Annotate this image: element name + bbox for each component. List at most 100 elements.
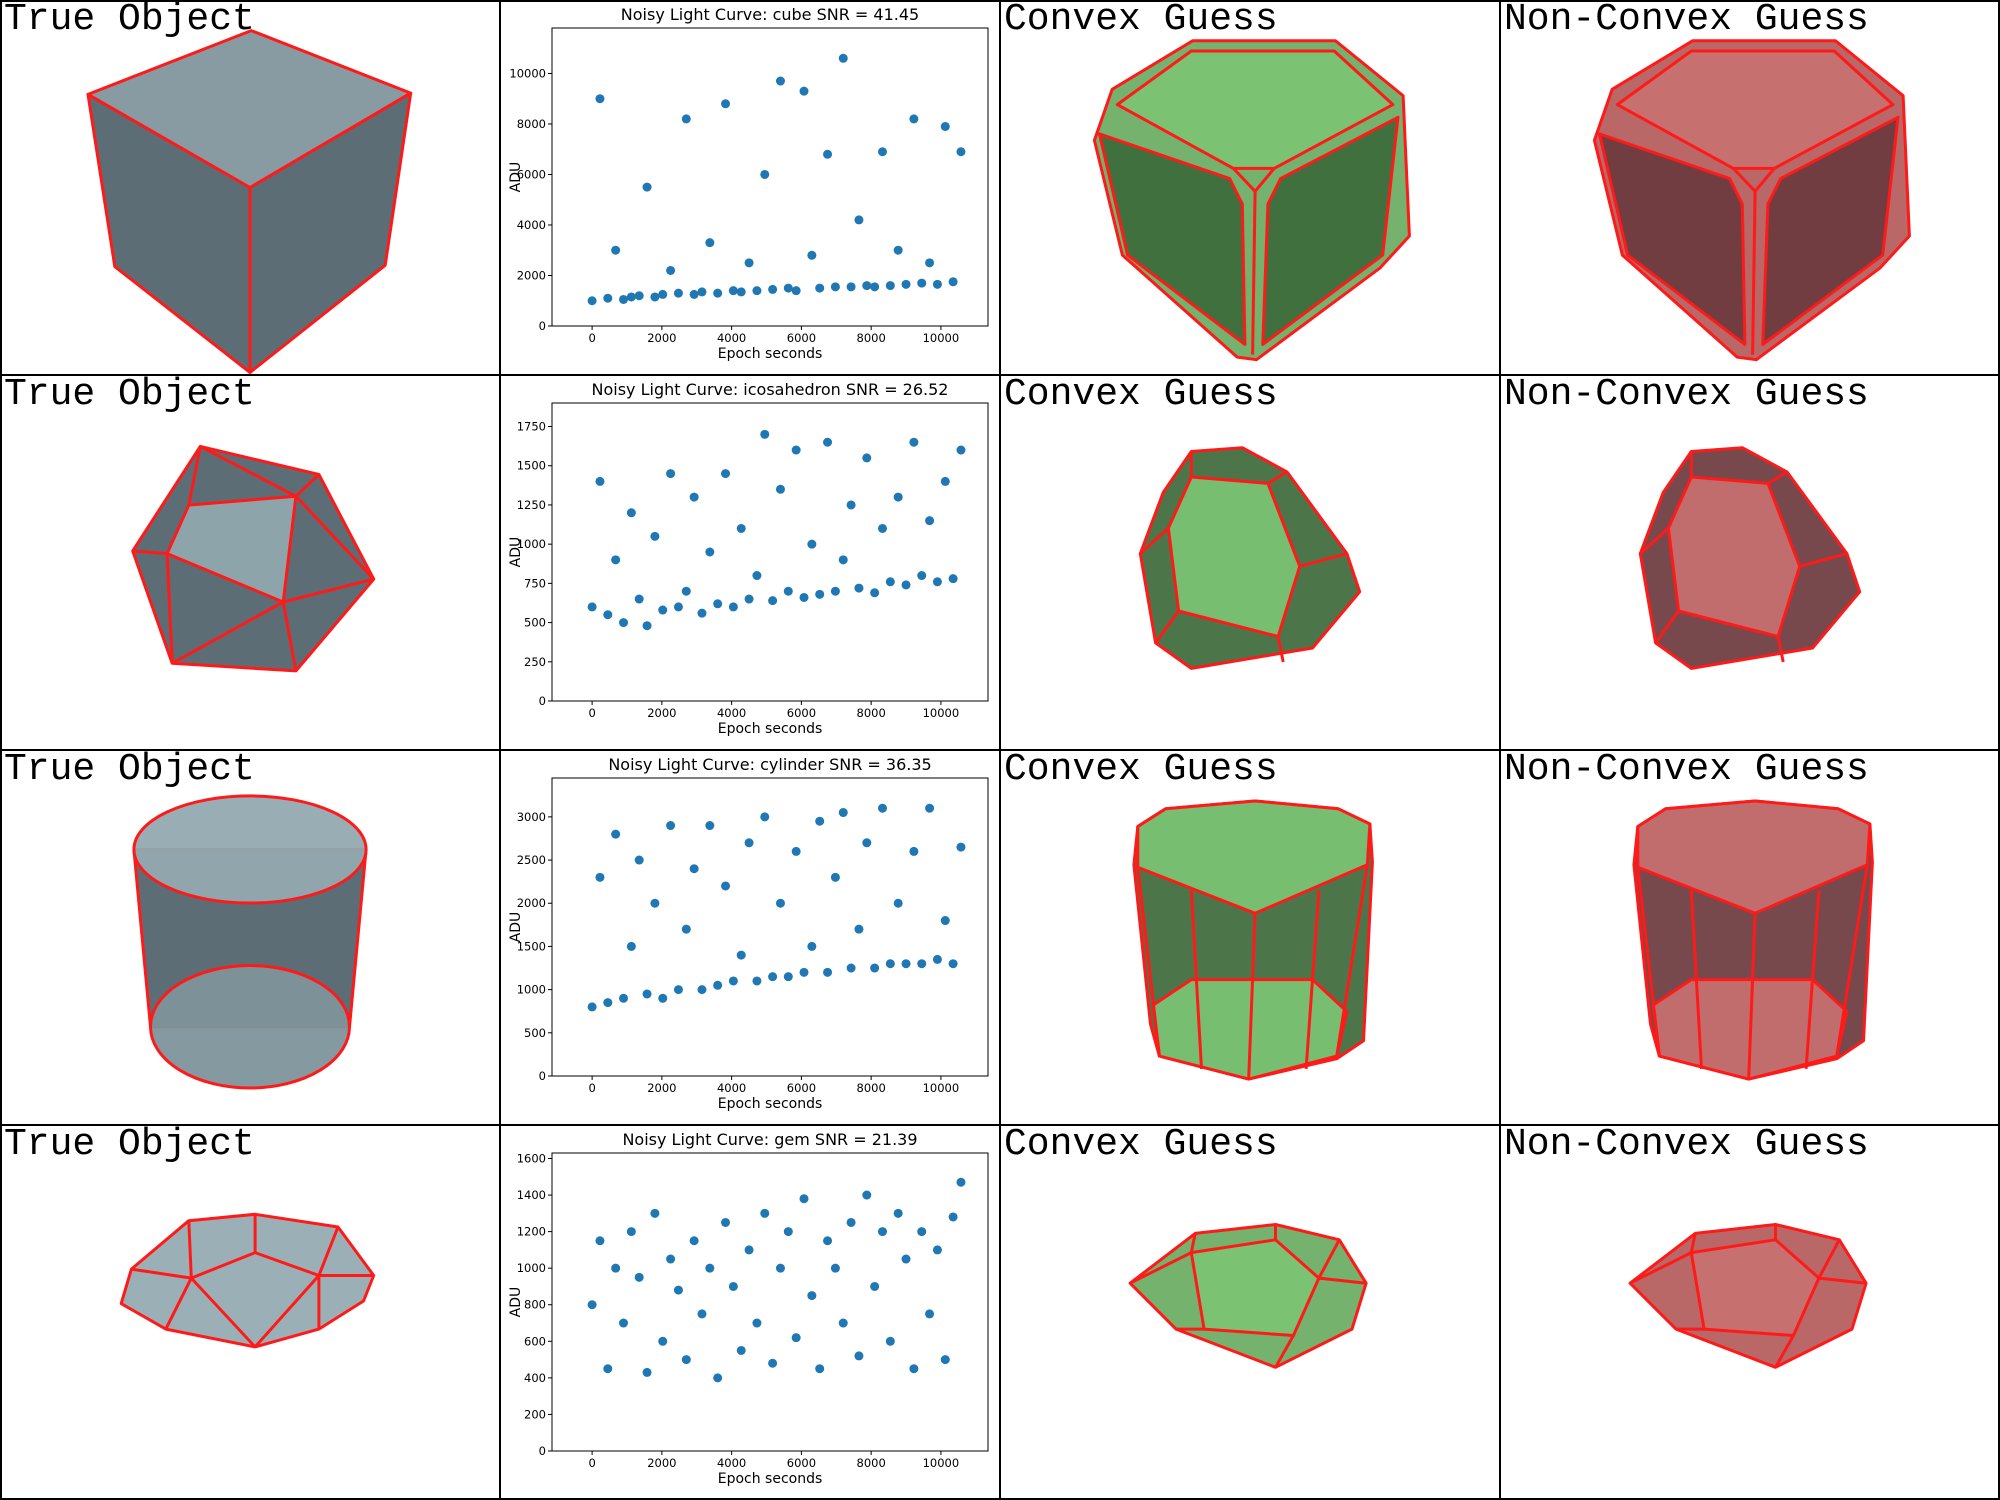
point: [595, 872, 605, 882]
y-tick-label: 1000: [517, 983, 546, 997]
edge: [1251, 191, 1257, 355]
edge: [1774, 1334, 1795, 1369]
edge: [1317, 1239, 1341, 1279]
point: [603, 998, 613, 1008]
x-tick-label: 10000: [923, 1081, 960, 1095]
point: [642, 989, 652, 999]
point: [752, 976, 762, 986]
point: [697, 608, 707, 618]
panel-label: Convex Guess: [1004, 373, 1278, 416]
y-tick-label: 600: [524, 1334, 546, 1348]
x-tick-label: 2000: [647, 1456, 676, 1470]
x-axis-label: Epoch seconds: [718, 346, 823, 362]
edge: [1835, 864, 1869, 1057]
edge: [281, 601, 298, 672]
point: [862, 838, 872, 848]
panel-label: True Object: [4, 373, 255, 416]
point: [611, 1263, 621, 1273]
point: [587, 602, 597, 612]
edge: [1154, 610, 1180, 644]
point: [619, 294, 629, 304]
point: [744, 1245, 754, 1255]
point: [791, 846, 801, 856]
point: [673, 985, 683, 995]
point: [752, 1318, 762, 1328]
point: [862, 453, 872, 463]
edge: [1654, 610, 1680, 644]
point: [760, 812, 770, 822]
point: [595, 476, 605, 486]
point: [775, 484, 785, 494]
point: [925, 258, 935, 268]
point: [642, 621, 652, 631]
edge: [1629, 1251, 1692, 1285]
edge: [199, 445, 297, 498]
y-axis-label: ADU: [508, 162, 524, 193]
point: [917, 571, 927, 581]
point: [948, 1212, 958, 1222]
point: [587, 1002, 597, 1012]
point: [689, 492, 699, 502]
point: [736, 1345, 746, 1355]
x-tick-label: 2000: [647, 706, 676, 720]
x-tick-label: 2000: [647, 1081, 676, 1095]
y-tick-label: 400: [524, 1371, 546, 1385]
y-axis-label: ADU: [508, 912, 524, 943]
edge: [1139, 526, 1170, 555]
point: [932, 279, 942, 289]
y-tick-label: 1200: [517, 1225, 546, 1239]
point: [736, 287, 746, 297]
point: [940, 916, 950, 926]
point: [893, 1208, 903, 1218]
point: [901, 1254, 911, 1264]
edge: [1304, 890, 1321, 1070]
point: [940, 1355, 950, 1365]
chart-title: Noisy Light Curve: gem SNR = 21.39: [622, 1130, 917, 1149]
x-tick-label: 0: [588, 1456, 595, 1470]
point: [721, 1217, 731, 1227]
point: [736, 523, 746, 533]
y-tick-label: 1600: [517, 1151, 546, 1165]
edge: [1818, 1276, 1867, 1285]
point: [728, 602, 738, 612]
point: [697, 985, 707, 995]
point: [830, 872, 840, 882]
point: [650, 292, 660, 302]
y-tick-label: 10000: [509, 66, 546, 80]
point: [823, 967, 833, 977]
point: [807, 941, 817, 951]
y-tick-label: 1400: [517, 1188, 546, 1202]
point: [650, 898, 660, 908]
point: [846, 1217, 856, 1227]
point: [838, 808, 848, 818]
point: [799, 86, 809, 96]
point: [870, 282, 880, 292]
point: [658, 993, 668, 1003]
chart-title: Noisy Light Curve: icosahedron SNR = 26.…: [592, 380, 949, 399]
edge: [187, 1220, 193, 1279]
point: [877, 523, 887, 533]
point: [775, 76, 785, 86]
point: [634, 855, 644, 865]
point: [815, 589, 825, 599]
point: [634, 594, 644, 604]
panel-label: Convex Guess: [1004, 1123, 1278, 1166]
point: [721, 469, 731, 479]
point: [909, 437, 919, 447]
chart-title: Noisy Light Curve: cylinder SNR = 36.35: [608, 755, 931, 774]
y-tick-label: 800: [524, 1298, 546, 1312]
point: [603, 610, 613, 620]
point: [823, 1236, 833, 1246]
y-tick-label: 200: [524, 1407, 546, 1421]
point: [791, 445, 801, 455]
point: [728, 286, 738, 296]
point: [901, 580, 911, 590]
plot-frame: [551, 777, 989, 1077]
point: [689, 1236, 699, 1246]
edge: [1136, 867, 1161, 1057]
point: [940, 476, 950, 486]
point: [760, 1208, 770, 1218]
facet: [149, 964, 351, 1090]
point: [697, 1309, 707, 1319]
edge: [1817, 1239, 1841, 1279]
